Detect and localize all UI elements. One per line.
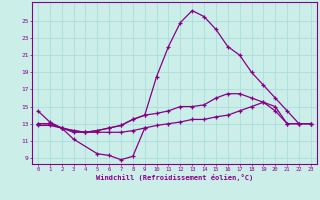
X-axis label: Windchill (Refroidissement éolien,°C): Windchill (Refroidissement éolien,°C) — [96, 174, 253, 181]
